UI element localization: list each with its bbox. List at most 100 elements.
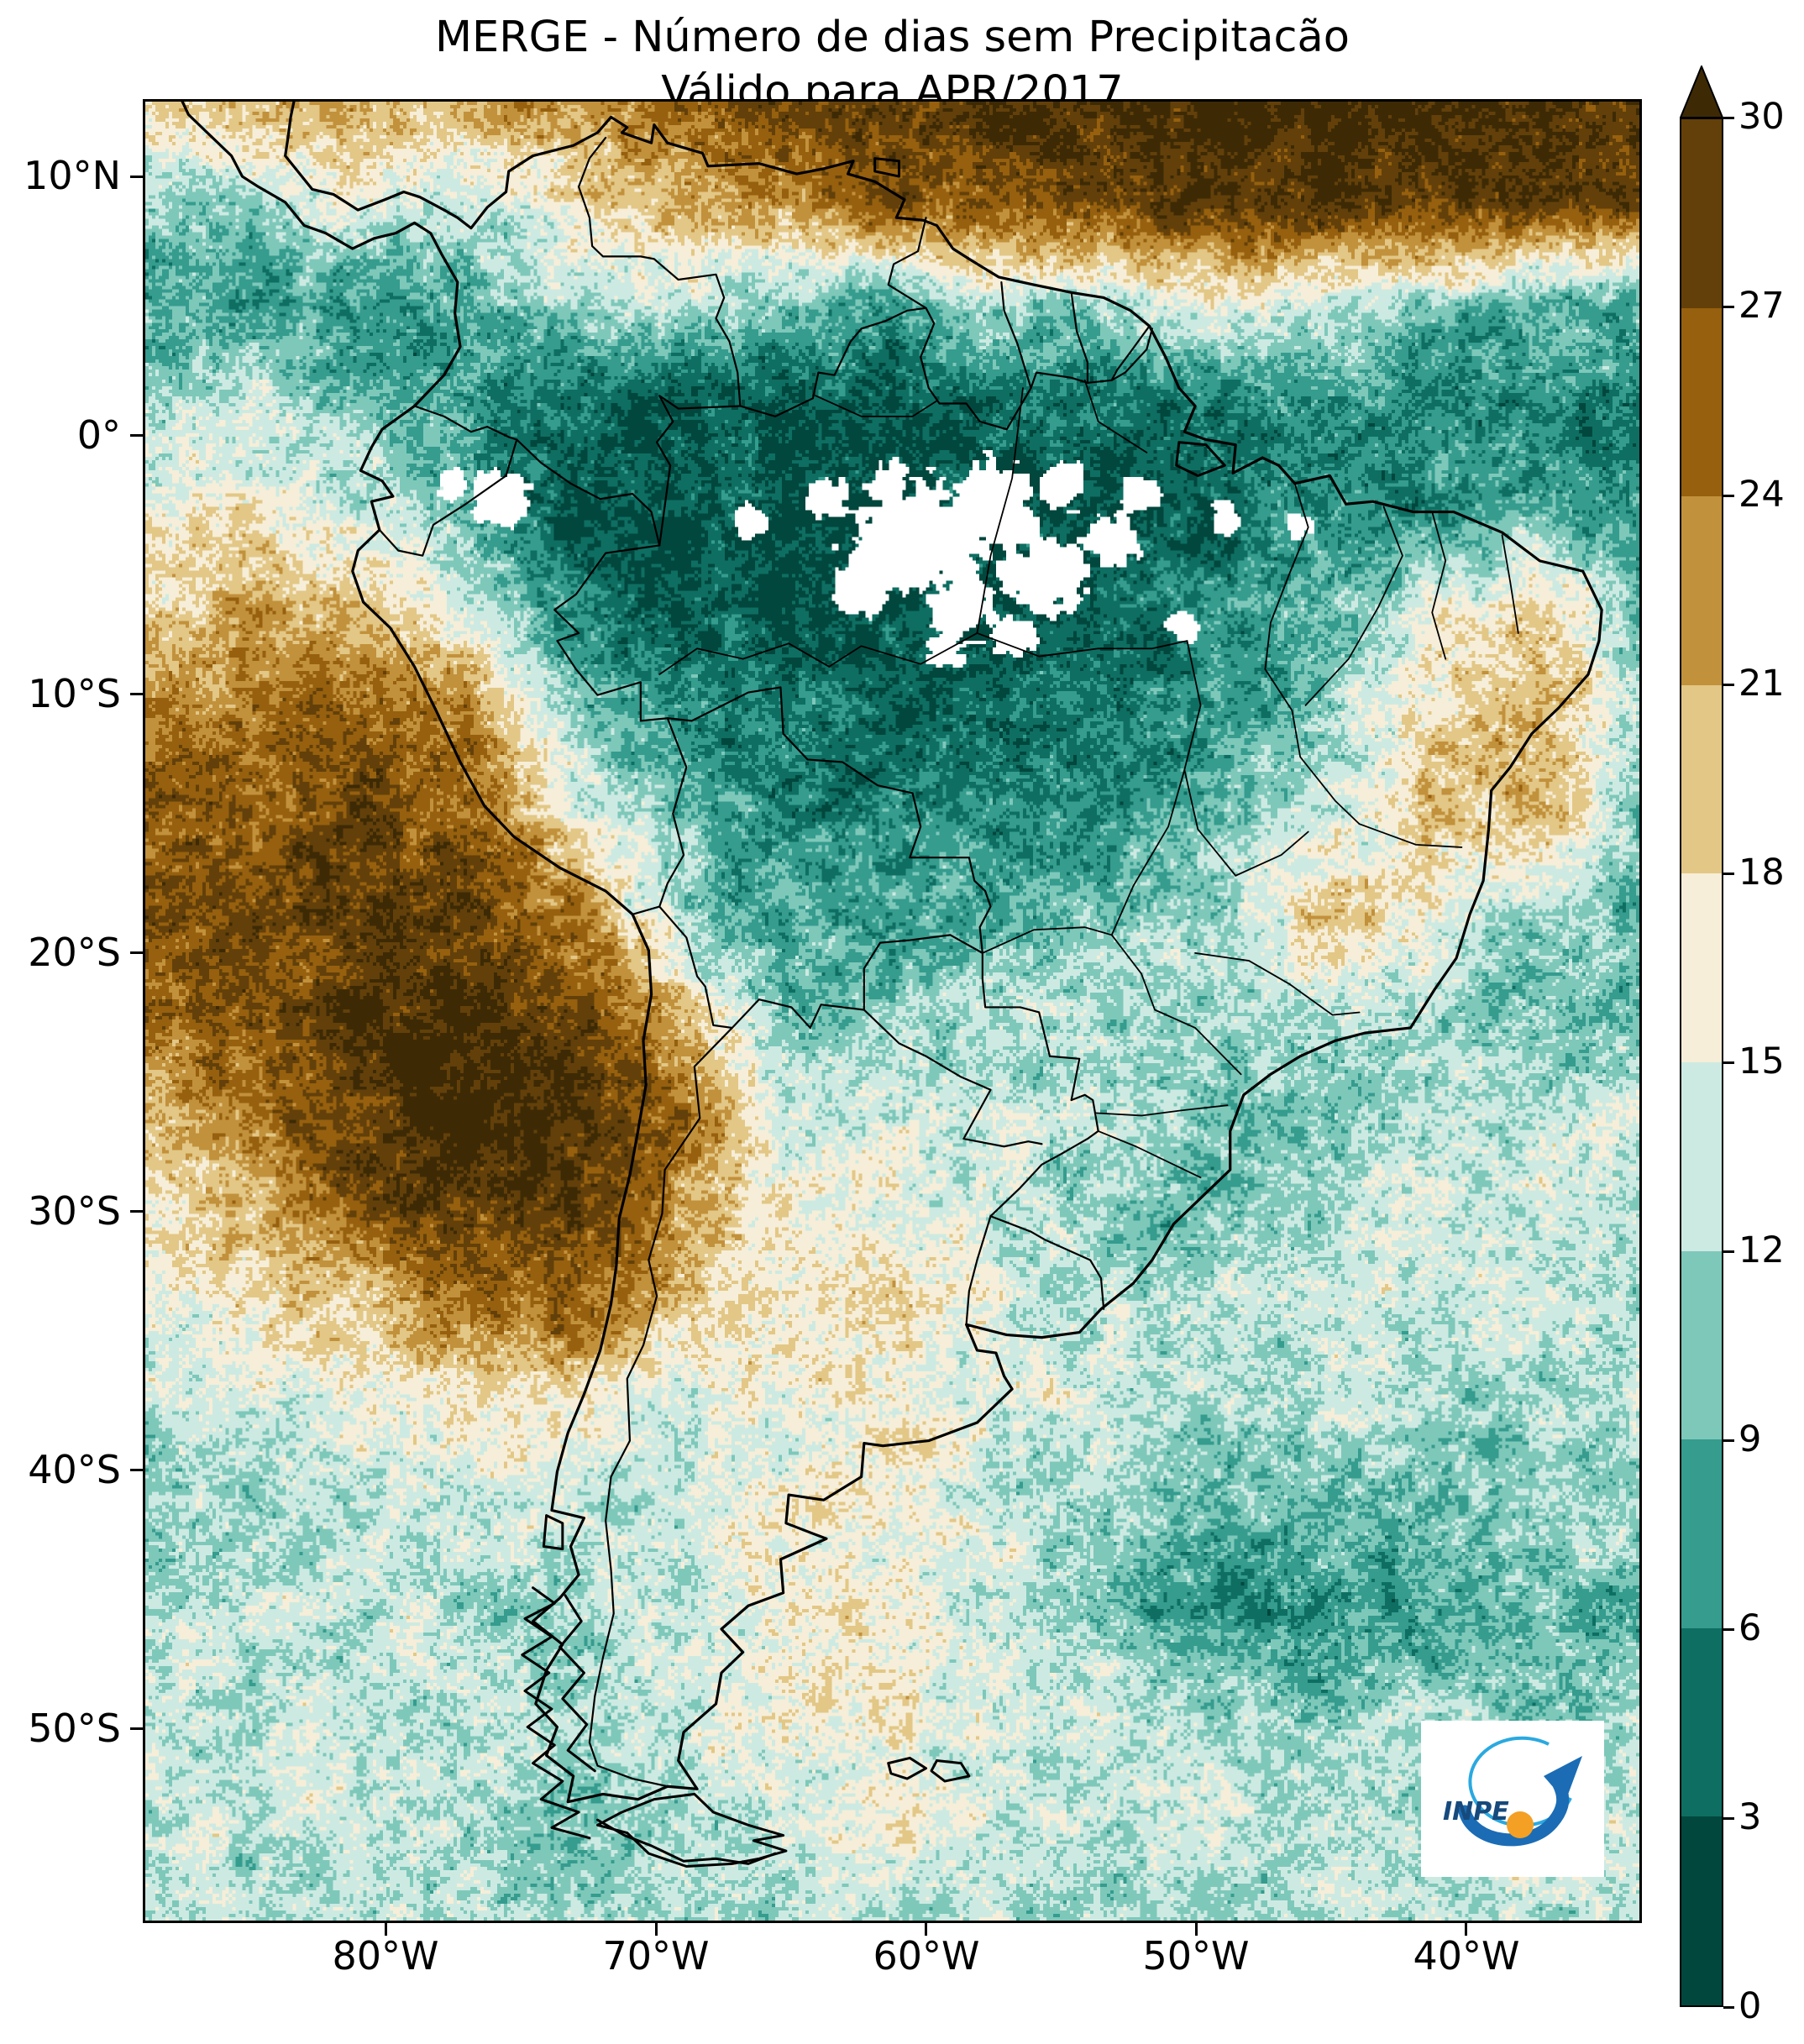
state-border bbox=[1304, 506, 1403, 706]
x-axis: 80°W 70°W 60°W 50°W 40°W bbox=[143, 1933, 1642, 1984]
inpe-swirl-line bbox=[1468, 1736, 1572, 1827]
colorbar-segment bbox=[1681, 1627, 1722, 1817]
inpe-arrow-head-icon bbox=[1544, 1756, 1582, 1801]
x-tick-label: 70°W bbox=[602, 1933, 710, 1978]
colorbar-labels: 0 3 6 9 12 15 18 21 24 27 30 bbox=[1738, 96, 1804, 2027]
colorbar-segment bbox=[1681, 119, 1722, 308]
state-border bbox=[976, 632, 1188, 658]
colorbar-tick-label: 0 bbox=[1738, 1985, 1762, 2027]
colorbar-tick-label: 27 bbox=[1738, 285, 1785, 327]
colorbar-segment bbox=[1681, 873, 1722, 1062]
x-tick-label: 80°W bbox=[332, 1933, 439, 1978]
island-outline bbox=[1175, 441, 1226, 477]
colorbar-tick-mark bbox=[1723, 873, 1734, 875]
colorbar-tick-mark bbox=[1723, 495, 1734, 497]
country-border bbox=[378, 438, 518, 557]
colorbar-tick-label: 15 bbox=[1738, 1040, 1785, 1082]
country-border bbox=[1110, 325, 1151, 381]
colorbar-tick-label: 12 bbox=[1738, 1229, 1785, 1271]
y-tick-mark bbox=[130, 176, 143, 178]
colorbar-segment bbox=[1681, 1061, 1722, 1251]
chart-title-line1: MERGE - Número de dias sem Precipitacão bbox=[435, 13, 1350, 62]
colorbar-tick-mark bbox=[1723, 1250, 1734, 1253]
state-border bbox=[981, 926, 1113, 954]
colorbar-segment bbox=[1681, 684, 1722, 874]
x-tick-mark bbox=[1465, 1923, 1467, 1936]
country-border bbox=[981, 951, 1081, 1102]
precipitation-raster bbox=[145, 102, 1639, 1921]
country-border bbox=[632, 717, 688, 915]
inpe-orange-dot-icon bbox=[1507, 1811, 1534, 1838]
x-tick-mark bbox=[925, 1923, 927, 1936]
country-border bbox=[863, 934, 983, 1011]
state-border bbox=[1094, 1104, 1229, 1117]
colorbar-segment bbox=[1681, 496, 1722, 685]
inpe-text: INPE bbox=[1443, 1797, 1509, 1826]
country-border bbox=[553, 544, 669, 722]
country-border bbox=[965, 1215, 992, 1326]
y-tick-mark bbox=[130, 1727, 143, 1730]
state-border bbox=[1194, 951, 1361, 1016]
y-tick-mark bbox=[130, 1469, 143, 1471]
country-border bbox=[666, 686, 992, 954]
colorbar-segment bbox=[1681, 1816, 1722, 2005]
colorbar-segment bbox=[1681, 307, 1722, 497]
colorbar-tick-label: 6 bbox=[1738, 1607, 1762, 1649]
country-border bbox=[1000, 281, 1032, 390]
y-tick-mark bbox=[130, 951, 143, 954]
x-tick-label: 50°W bbox=[1142, 1933, 1250, 1978]
island-outline bbox=[887, 1756, 928, 1780]
state-border bbox=[1083, 379, 1148, 453]
colorbar-tick-label: 21 bbox=[1738, 663, 1785, 705]
island-outline bbox=[542, 1514, 564, 1551]
y-tick-label: 30°S bbox=[28, 1187, 121, 1234]
state-border bbox=[1501, 534, 1519, 634]
country-border bbox=[516, 438, 661, 547]
y-tick-label: 10°N bbox=[24, 152, 121, 198]
colorbar-tick-mark bbox=[1723, 684, 1734, 686]
state-border bbox=[1235, 831, 1309, 877]
country-border bbox=[887, 217, 927, 309]
state-border bbox=[815, 395, 938, 417]
country-border bbox=[588, 1026, 733, 1788]
y-tick-label: 10°S bbox=[28, 670, 121, 716]
colorbar-arrow-icon bbox=[1679, 64, 1724, 118]
x-tick-mark bbox=[655, 1923, 658, 1936]
island-outline bbox=[930, 1759, 971, 1783]
fjord-coastline bbox=[559, 1594, 596, 1773]
country-border bbox=[413, 405, 518, 441]
colorbar-tick-mark bbox=[1723, 1439, 1734, 1442]
country-border bbox=[658, 905, 733, 1030]
colorbar-tick-mark bbox=[1723, 306, 1734, 308]
state-border bbox=[1264, 668, 1361, 825]
x-tick-mark bbox=[385, 1923, 387, 1936]
island-outline bbox=[595, 1792, 788, 1868]
inpe-arrow-swoosh bbox=[1458, 1778, 1570, 1847]
colorbar-tick-label: 3 bbox=[1738, 1796, 1762, 1838]
country-border bbox=[863, 1009, 1043, 1148]
y-tick-mark bbox=[130, 1210, 143, 1213]
colorbar-extend-arrow bbox=[1679, 64, 1724, 118]
colorbar-tick-label: 30 bbox=[1738, 96, 1785, 138]
map-overlay bbox=[181, 102, 1603, 1868]
y-tick-label: 50°S bbox=[28, 1705, 121, 1751]
chart-title: MERGE - Número de dias sem Precipitacão … bbox=[143, 10, 1642, 120]
y-tick-label: 40°S bbox=[28, 1446, 121, 1492]
colorbar-tick-label: 24 bbox=[1738, 474, 1785, 516]
colorbar-segment bbox=[1681, 1250, 1722, 1440]
colorbar bbox=[1680, 118, 1723, 2007]
colorbar-tick-mark bbox=[1723, 1061, 1734, 1064]
y-tick-mark bbox=[130, 693, 143, 695]
state-border bbox=[1358, 823, 1463, 848]
y-tick-label: 0° bbox=[76, 411, 121, 458]
x-tick-mark bbox=[1195, 1923, 1198, 1936]
state-border bbox=[1264, 482, 1309, 670]
state-border bbox=[976, 387, 1024, 634]
colorbar-tick-mark bbox=[1723, 2006, 1734, 2009]
colorbar-tick-mark bbox=[1723, 117, 1734, 119]
fjord-coastline bbox=[595, 1818, 777, 1865]
country-border bbox=[1070, 291, 1089, 384]
colorbar-tick-label: 18 bbox=[1738, 852, 1785, 894]
inpe-logo-graphic: INPE bbox=[1443, 1736, 1582, 1847]
